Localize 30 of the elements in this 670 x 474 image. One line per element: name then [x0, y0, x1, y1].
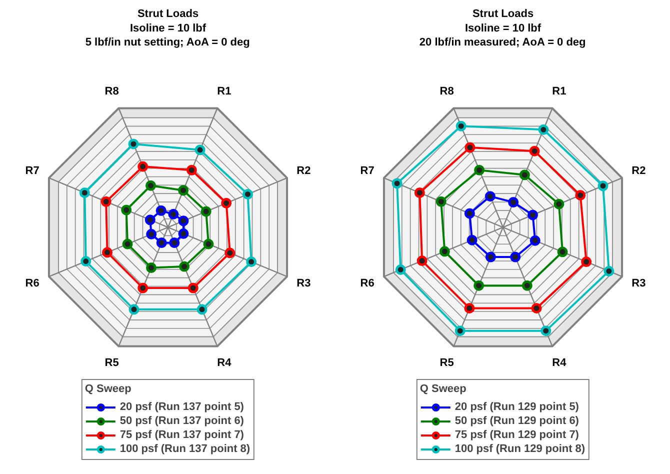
- spoke-label: R5: [440, 356, 454, 369]
- spoke-label: R4: [552, 356, 568, 369]
- spoke-label: R1: [552, 86, 566, 98]
- spoke-label: R7: [360, 165, 374, 178]
- chart-title: Strut Loads: [472, 8, 534, 20]
- legend-label: 50 psf (Run 129 point 6): [454, 414, 579, 428]
- spoke-label: R1: [217, 86, 232, 98]
- spoke-label: R2: [296, 165, 311, 178]
- spoke-label: R6: [360, 277, 374, 290]
- chart-title: Strut Loads: [137, 8, 199, 20]
- legend-label: 75 psf (Run 137 point 7): [120, 428, 244, 442]
- spoke-label: R2: [632, 165, 646, 178]
- legend-label: 20 psf (Run 129 point 5): [454, 400, 579, 414]
- spoke-label: R8: [440, 86, 454, 98]
- spoke-label: R6: [25, 277, 40, 290]
- spoke-label: R5: [104, 356, 119, 369]
- legend-label: 50 psf (Run 137 point 6): [120, 414, 244, 428]
- legend-label: 100 psf (Run 137 point 8): [120, 442, 250, 456]
- legend-title: Q Sweep: [84, 383, 132, 395]
- chart-subtitle: Isoline = 10 lbf 5 lbf/in nut setting; AoA = 0 deg: [85, 22, 250, 49]
- spoke-label: R4: [217, 356, 232, 369]
- spoke-label: R3: [632, 277, 646, 290]
- legend-label: 20 psf (Run 137 point 5): [120, 400, 244, 414]
- spoke-label: R8: [104, 86, 119, 98]
- spoke-label: R7: [25, 165, 40, 178]
- legend-label: 75 psf (Run 129 point 7): [454, 428, 579, 442]
- legend-title: Q Sweep: [420, 383, 468, 395]
- chart-subtitle: Isoline = 10 lbf 20 lbf/in measured; AoA = 0 deg: [419, 22, 586, 49]
- legend-label: 100 psf (Run 129 point 8): [454, 442, 586, 456]
- spoke-label: R3: [296, 277, 311, 290]
